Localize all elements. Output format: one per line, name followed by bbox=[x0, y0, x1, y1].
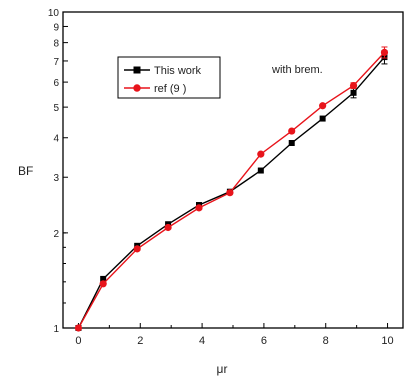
legend-label-ref: ref (9 ) bbox=[154, 83, 186, 95]
data-point bbox=[257, 167, 264, 174]
data-point bbox=[195, 204, 203, 212]
data-point bbox=[164, 223, 172, 232]
x-tick-label-4: 4 bbox=[199, 335, 205, 347]
series-layer bbox=[74, 46, 389, 332]
series-1 bbox=[74, 46, 389, 332]
legend-marker-this-work bbox=[133, 66, 141, 74]
data-point bbox=[100, 275, 107, 282]
x-tick-label-8: 8 bbox=[323, 335, 329, 347]
annotation-with-brem: with brem. bbox=[271, 64, 323, 76]
y-tick-label-9: 9 bbox=[53, 22, 59, 33]
data-point bbox=[99, 280, 107, 288]
x-tick-label-0: 0 bbox=[75, 335, 81, 347]
y-axis-label: BF bbox=[18, 164, 33, 178]
legend-marker-ref bbox=[133, 84, 141, 92]
x-tick-label-2: 2 bbox=[137, 335, 143, 347]
y-tick-label-2: 2 bbox=[53, 229, 59, 240]
x-tick-label-6: 6 bbox=[261, 335, 267, 347]
data-point bbox=[74, 324, 83, 332]
data-point bbox=[226, 189, 234, 197]
x-tick-label-10: 10 bbox=[381, 335, 393, 347]
data-point bbox=[350, 89, 357, 96]
y-tick-label-5: 5 bbox=[53, 103, 59, 114]
data-point bbox=[257, 150, 265, 158]
legend-box bbox=[117, 56, 221, 99]
y-tick-label-6: 6 bbox=[53, 78, 59, 89]
plot-frame bbox=[62, 11, 404, 329]
data-point bbox=[319, 102, 327, 110]
data-point bbox=[288, 127, 296, 135]
data-point bbox=[319, 115, 326, 122]
data-point bbox=[380, 48, 389, 56]
legend: This work ref (9 ) bbox=[117, 56, 221, 99]
y-tick-label-10: 10 bbox=[48, 8, 60, 19]
y-tick-label-7: 7 bbox=[53, 57, 59, 68]
data-point bbox=[133, 245, 141, 253]
data-point bbox=[288, 139, 295, 146]
y-tick-label-4: 4 bbox=[53, 134, 59, 145]
data-point bbox=[349, 81, 358, 90]
legend-label-this-work: This work bbox=[154, 65, 202, 77]
x-axis-label: μr bbox=[217, 362, 228, 376]
y-tick-label-3: 3 bbox=[53, 173, 59, 184]
y-tick-label-8: 8 bbox=[53, 39, 59, 50]
y-tick-label-1: 1 bbox=[53, 324, 59, 335]
